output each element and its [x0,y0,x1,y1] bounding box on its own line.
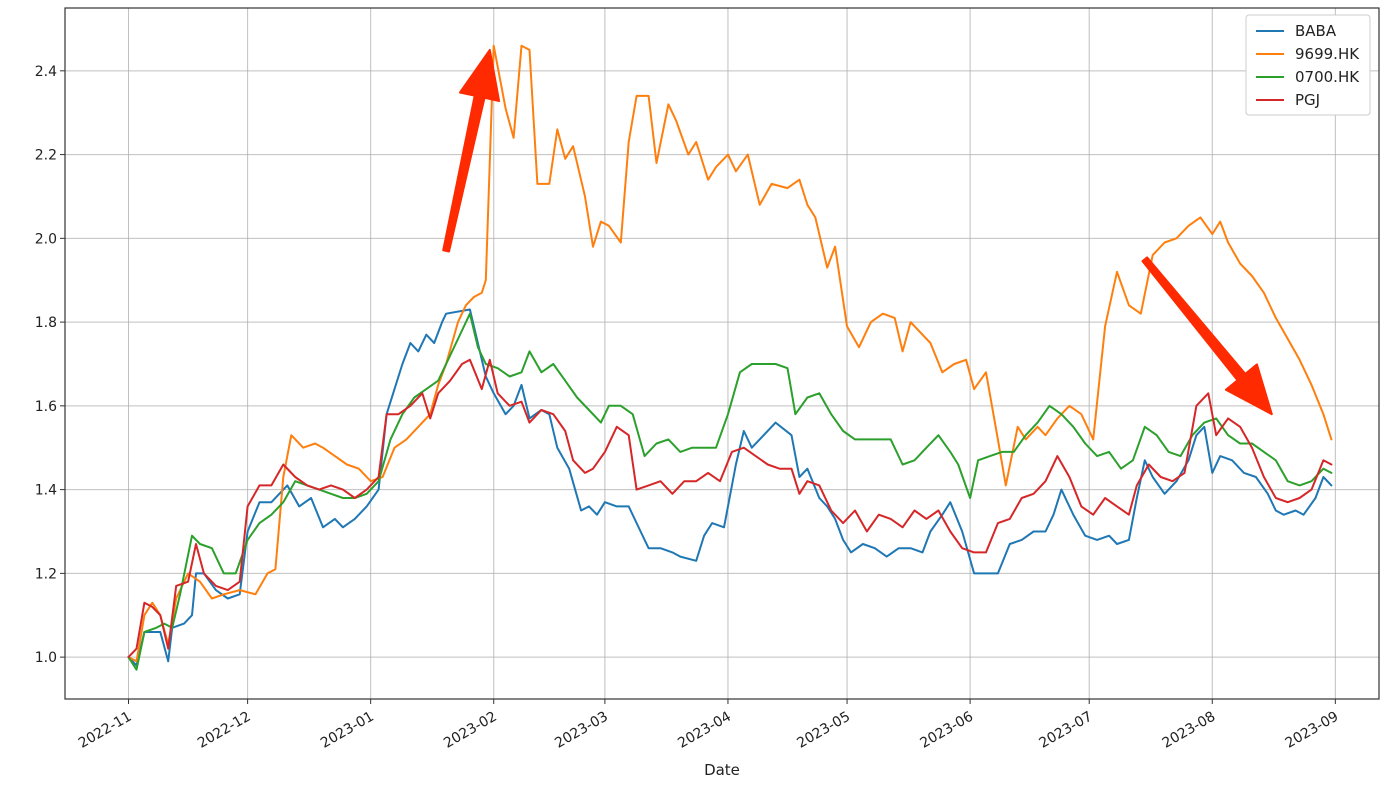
y-tick-label: 1.6 [35,399,57,415]
legend-label: 9699.HK [1295,45,1360,63]
plot-frame [64,7,1380,700]
y-tick-label: 1.2 [35,566,57,582]
series-lines [127,44,1333,671]
y-tick-label: 1.4 [35,483,57,499]
x-axis-label: Date [704,761,740,779]
legend-label: 0700.HK [1295,68,1360,86]
series-line-baba [127,308,1333,667]
y-tick-label: 2.4 [35,64,57,80]
legend-label: PGJ [1295,91,1320,109]
series-line-pgj [127,358,1333,659]
annotation-arrow-2 [1141,256,1273,416]
legend: BABA 9699.HK 0700.HK PGJ [1245,14,1371,116]
annotation-arrow-1 [442,48,501,253]
annotations [442,48,1273,416]
series-line-9699-hk [127,44,1333,663]
y-tick-label: 1.0 [35,650,57,666]
y-tick-label: 1.8 [35,315,57,331]
legend-label: BABA [1295,22,1337,40]
y-tick-label: 2.0 [35,231,57,247]
legend-box [1245,14,1371,116]
grid [65,8,1379,699]
y-tick-label: 2.2 [35,148,57,164]
